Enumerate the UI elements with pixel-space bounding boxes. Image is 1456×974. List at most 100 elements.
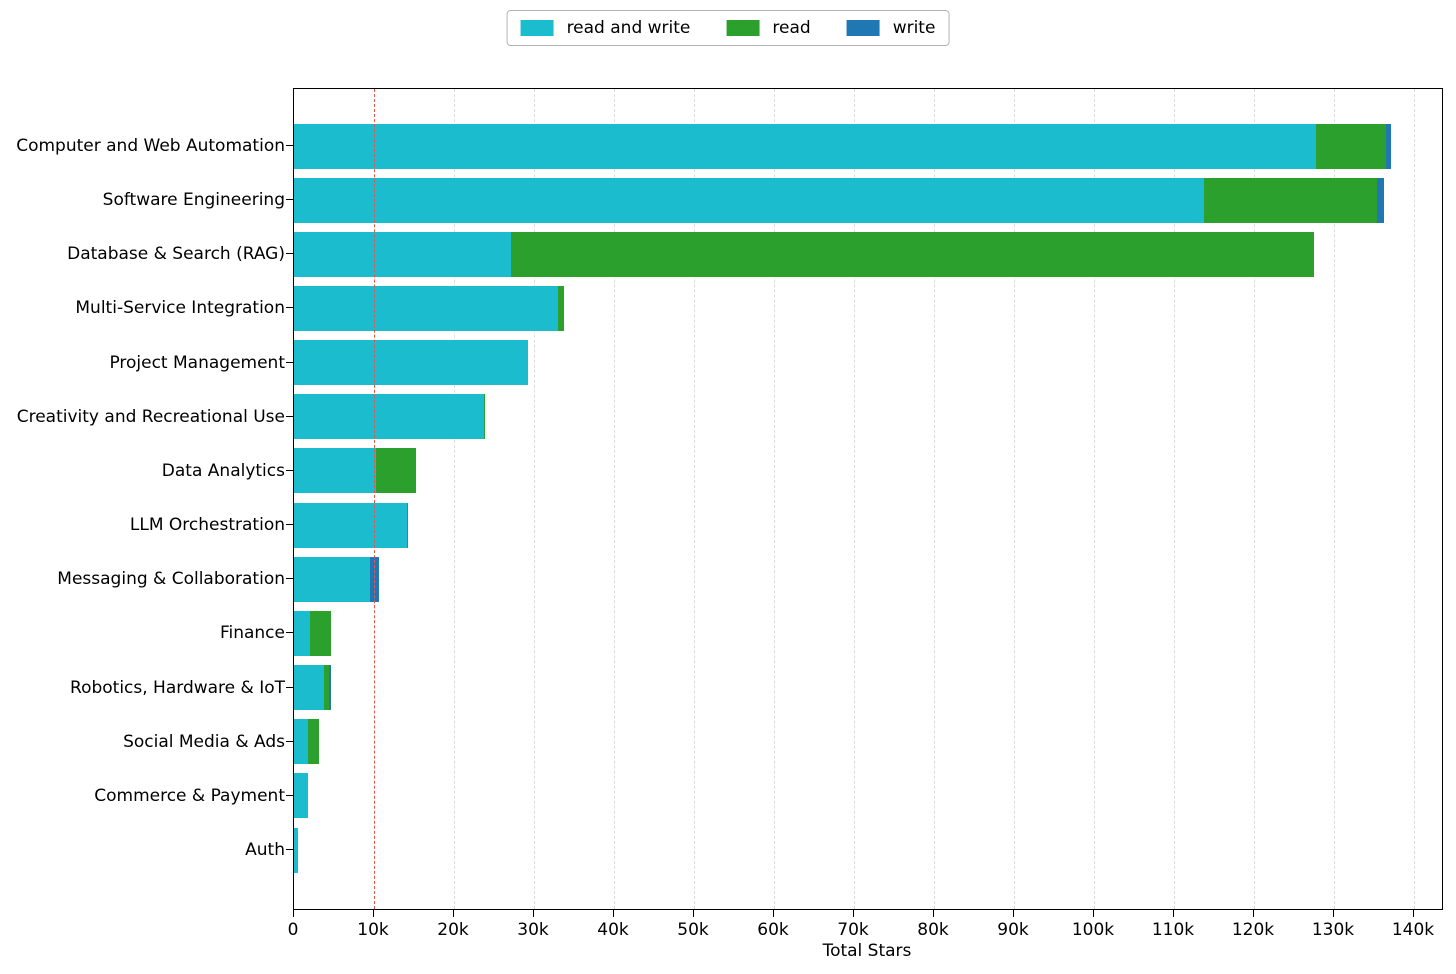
legend-label: read <box>772 18 811 38</box>
y-axis-label: Software Engineering <box>102 190 285 211</box>
gridline-120k <box>1254 89 1255 909</box>
x-tick-label: 70k <box>837 920 869 940</box>
bar-row <box>294 177 1442 223</box>
y-tick-mark <box>286 849 293 850</box>
gridline-80k <box>934 89 935 909</box>
x-tick-mark <box>1333 909 1334 917</box>
bar-segment-read <box>308 719 320 765</box>
bar-segment-read <box>510 231 1314 277</box>
bar-row <box>294 285 1442 331</box>
x-tick-mark <box>1173 909 1174 917</box>
bar-row <box>294 610 1442 656</box>
y-tick-mark <box>286 686 293 688</box>
bar-row <box>294 719 1442 765</box>
x-tick-mark <box>1413 909 1414 917</box>
legend-label: write <box>892 18 936 38</box>
gridline-100k <box>1094 89 1095 909</box>
bar-segment-read <box>558 285 564 331</box>
legend: read and write read write <box>506 10 950 46</box>
y-tick-mark <box>286 145 293 146</box>
x-tick-label: 130k <box>1311 920 1355 940</box>
x-tick-mark <box>1093 909 1094 917</box>
reference-line-10k <box>374 89 375 909</box>
y-axis-label: Robotics, Hardware & IoT <box>70 677 285 698</box>
bar-segment-read <box>376 448 417 494</box>
y-axis-label: Project Management <box>109 352 285 373</box>
bar-row <box>294 340 1442 386</box>
bar-segment-write <box>1377 177 1385 223</box>
bar-row <box>294 123 1442 169</box>
bar-segment-write <box>328 665 331 711</box>
bar-segment-read-and-write <box>294 394 484 440</box>
bar-segment-read <box>324 665 329 711</box>
bar-row <box>294 556 1442 602</box>
x-tick-mark <box>933 909 934 917</box>
bar-segment-read <box>310 610 331 656</box>
y-tick-mark <box>286 361 293 363</box>
y-axis-label: Messaging & Collaboration <box>57 569 285 590</box>
bar-segment-read-and-write <box>294 665 324 711</box>
gridline-60k <box>774 89 775 909</box>
x-tick-label: 100k <box>1071 920 1115 940</box>
y-axis-label: LLM Orchestration <box>129 515 285 536</box>
bar-segment-read <box>406 502 408 548</box>
x-tick-mark <box>1253 909 1254 917</box>
bar-segment-read-and-write <box>294 285 558 331</box>
x-tick-label: 120k <box>1231 920 1275 940</box>
y-tick-mark <box>286 740 293 742</box>
x-tick-label: 80k <box>917 920 949 940</box>
legend-item-read-and-write: read and write <box>520 18 691 38</box>
x-tick-label: 50k <box>677 920 709 940</box>
legend-swatch-icon <box>520 20 554 36</box>
y-axis-label: Database & Search (RAG) <box>67 244 285 265</box>
bar-row <box>294 773 1442 819</box>
x-axis-title: Total Stars <box>822 941 912 961</box>
bar-row <box>294 502 1442 548</box>
y-axis-label: Auth <box>245 840 285 860</box>
x-tick-label: 20k <box>437 920 469 940</box>
bar-segment-read-and-write <box>294 502 407 548</box>
x-tick-label: 110k <box>1151 920 1195 940</box>
x-tick-label: 60k <box>757 920 789 940</box>
bar-segment-read-and-write <box>294 719 308 765</box>
bar-segment-read <box>483 394 486 440</box>
x-tick-label: 30k <box>517 920 549 940</box>
y-axis-label: Multi-Service Integration <box>75 298 285 319</box>
bar-segment-read-and-write <box>294 610 310 656</box>
y-tick-mark <box>286 253 293 255</box>
legend-label: read and write <box>566 18 691 38</box>
legend-swatch-icon <box>726 20 760 36</box>
x-tick-mark <box>773 909 774 917</box>
x-tick-mark <box>533 909 534 917</box>
bar-segment-read-and-write <box>294 177 1205 223</box>
y-axis-label: Social Media & Ads <box>123 731 285 752</box>
x-tick-mark <box>453 909 454 917</box>
plot-area <box>293 88 1443 910</box>
bar-segment-read-and-write <box>294 231 511 277</box>
x-tick-label: 10k <box>357 920 389 940</box>
legend-item-write: write <box>846 18 936 38</box>
bar-segment-read-and-write <box>294 123 1317 169</box>
y-axis-label: Commerce & Payment <box>94 785 285 806</box>
x-tick-mark <box>293 909 294 917</box>
y-tick-mark <box>286 632 293 634</box>
gridline-70k <box>854 89 855 909</box>
gridline-40k <box>614 89 615 909</box>
bar-segment-read-and-write <box>294 773 308 819</box>
bar-row <box>294 394 1442 440</box>
x-tick-mark <box>373 909 374 917</box>
bar-segment-read <box>1316 123 1386 169</box>
y-tick-mark <box>286 415 293 417</box>
gridline-90k <box>1014 89 1015 909</box>
x-tick-mark <box>853 909 854 917</box>
bar-segment-read-and-write <box>294 340 529 386</box>
bar-row <box>294 448 1442 494</box>
y-tick-mark <box>286 307 293 309</box>
x-tick-mark <box>1013 909 1014 917</box>
bar-segment-read <box>1204 177 1378 223</box>
y-tick-mark <box>286 524 293 526</box>
bar-segment-read-and-write <box>294 448 377 494</box>
y-axis-label: Finance <box>219 623 285 644</box>
y-tick-mark <box>286 199 293 201</box>
